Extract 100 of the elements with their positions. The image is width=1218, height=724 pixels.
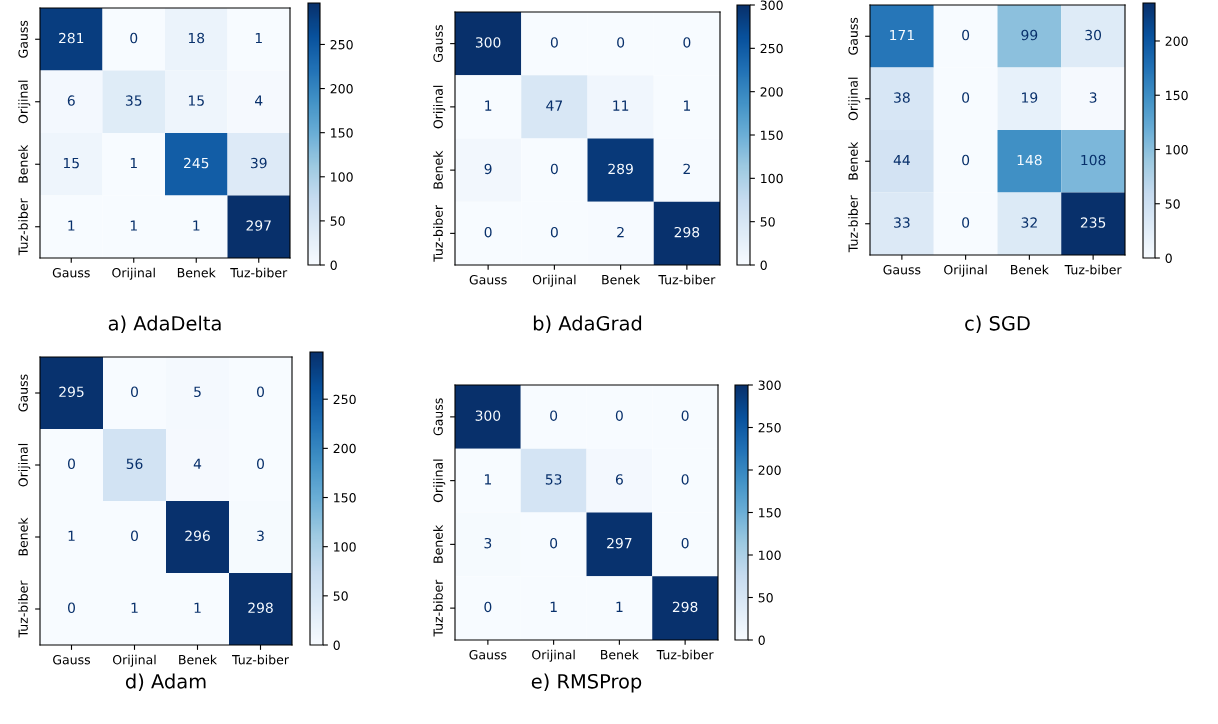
data-label: 0 <box>962 154 970 166</box>
color-bar-label: 300 <box>758 380 781 390</box>
color-bar-label: 100 <box>759 550 781 560</box>
data-label: 30 <box>1085 29 1102 41</box>
data-label: 3 <box>484 537 492 549</box>
y-tick-label: Orijinal <box>433 459 446 503</box>
data-label: 1 <box>485 100 492 111</box>
data-label: 38 <box>894 92 910 103</box>
x-tick-label: Orijinal <box>532 649 575 662</box>
color-bar-label: 50 <box>1165 199 1180 209</box>
data-label: 18 <box>188 32 205 44</box>
data-label: 44 <box>893 154 910 166</box>
data-label: 0 <box>131 530 138 542</box>
color-bar-label: 250 <box>760 43 783 54</box>
data-label: 1 <box>130 157 137 169</box>
data-label: 2 <box>683 163 690 174</box>
color-bar-label: 200 <box>330 84 353 94</box>
color-bar-label: 200 <box>1165 36 1188 46</box>
data-label: 0 <box>484 226 492 238</box>
data-label: 0 <box>257 386 264 398</box>
color-bar-label: 150 <box>759 507 781 518</box>
data-label: 1 <box>550 601 557 612</box>
data-label: 47 <box>546 100 563 111</box>
data-label: 6 <box>67 95 75 106</box>
color-bar-label: 150 <box>1166 90 1188 101</box>
color-bar-label: 200 <box>758 465 781 475</box>
data-label: 1 <box>194 602 201 613</box>
data-label: 0 <box>683 37 691 48</box>
data-label: 296 <box>185 530 210 542</box>
data-label: 289 <box>608 163 633 175</box>
y-tick-label: Benek <box>18 144 28 183</box>
y-tick-label: Orijinal <box>18 443 31 487</box>
data-label: 33 <box>894 217 910 228</box>
x-tick-label: Tuz-biber <box>230 267 288 278</box>
x-tick-label: Gauss <box>53 654 91 665</box>
color-bar-label: 250 <box>758 422 781 433</box>
data-label: 300 <box>475 37 501 48</box>
y-tick-label: Orijinal <box>848 77 861 121</box>
data-label: 0 <box>484 601 492 613</box>
data-label: 3 <box>257 530 264 542</box>
color-bar-label: 0 <box>333 640 340 650</box>
data-label: 32 <box>1021 217 1037 228</box>
color-bar-label: 150 <box>331 128 353 138</box>
color-bar-label: 250 <box>333 394 356 405</box>
data-label: 300 <box>475 410 501 421</box>
data-label: 99 <box>1021 29 1038 41</box>
y-tick-label: Benek <box>433 150 443 189</box>
data-label: 0 <box>615 410 623 421</box>
data-label: 11 <box>613 100 629 111</box>
x-tick-label: Gauss <box>52 267 90 278</box>
x-tick-label: Benek <box>177 267 216 278</box>
data-label: 1 <box>131 602 138 613</box>
data-label: 53 <box>545 474 562 485</box>
data-label: 298 <box>674 226 700 238</box>
data-label: 6 <box>615 474 623 485</box>
data-label: 0 <box>681 410 689 421</box>
data-label: 0 <box>550 163 558 175</box>
data-label: 56 <box>126 458 143 470</box>
data-label: 281 <box>59 32 84 44</box>
y-tick-label: Gauss <box>848 17 858 55</box>
data-label: 1 <box>68 220 75 231</box>
data-label: 15 <box>63 157 79 169</box>
color-bar-label: 200 <box>760 87 783 97</box>
data-label: 235 <box>1080 217 1106 228</box>
y-tick-label: Gauss <box>18 374 28 412</box>
color-bar-label: 0 <box>1165 253 1172 263</box>
data-label: 2 <box>617 226 624 238</box>
color-bar-label: 0 <box>758 635 765 645</box>
data-label: 0 <box>68 602 75 614</box>
data-label: 0 <box>131 386 138 398</box>
color-bar-label: 0 <box>330 260 337 270</box>
data-label: 171 <box>890 29 914 41</box>
data-label: 9 <box>484 163 492 175</box>
color-bar-label: 100 <box>761 173 783 184</box>
color-bar-label: 150 <box>334 492 356 503</box>
text: b) AdaGrad <box>533 315 642 333</box>
data-label: 35 <box>125 95 142 106</box>
x-tick-label: Gauss <box>883 264 921 275</box>
x-tick-label: Orijinal <box>112 654 156 667</box>
data-label: 1 <box>193 220 200 231</box>
y-tick-label: Benek <box>433 524 443 563</box>
color-bar-label: 100 <box>1166 144 1188 155</box>
data-label: 295 <box>59 386 84 398</box>
y-tick-label: Gauss <box>18 20 28 58</box>
text: a) AdaDelta <box>108 315 221 333</box>
y-tick-label: Orijinal <box>433 85 446 129</box>
data-label: 0 <box>962 29 970 41</box>
x-tick-label: Benek <box>1011 264 1049 275</box>
x-tick-label: Benek <box>602 274 641 285</box>
data-label: 1 <box>616 601 623 612</box>
color-bar-label: 300 <box>760 0 783 10</box>
x-tick-label: Benek <box>179 654 218 665</box>
data-label: 297 <box>246 220 271 231</box>
data-label: 5 <box>194 386 201 398</box>
y-tick-label: Gauss <box>433 25 443 63</box>
color-bar-label: 50 <box>760 217 775 227</box>
data-label: 298 <box>672 601 698 613</box>
data-label: 108 <box>1081 154 1106 166</box>
data-label: 297 <box>607 537 632 549</box>
data-label: 3 <box>1089 92 1097 103</box>
